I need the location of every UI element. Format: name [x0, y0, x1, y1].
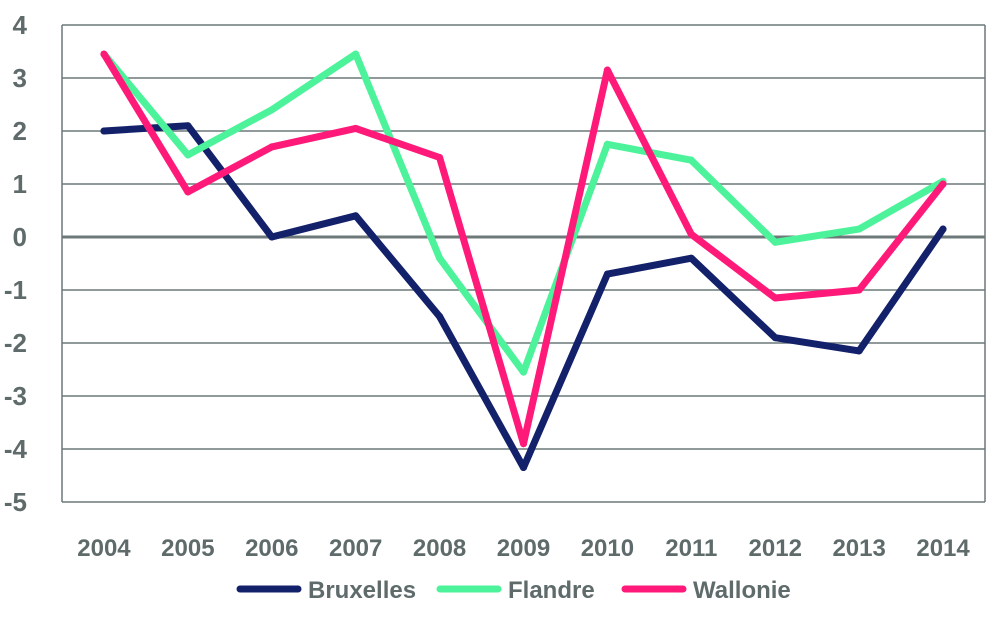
data-point	[352, 124, 360, 132]
data-point	[436, 154, 444, 161]
y-tick-label: 2	[13, 116, 27, 146]
data-point	[771, 294, 779, 302]
series-bruxelles	[100, 122, 947, 472]
data-point	[436, 254, 444, 262]
data-point	[855, 225, 863, 233]
x-tick-label: 2011	[665, 535, 717, 562]
data-point	[687, 156, 695, 164]
x-axis-ticks: 2004 2005 2006 2007 2008 2009 2010 2011 2012 2013…	[77, 535, 970, 562]
legend: Bruxelles Flandre Wallonie	[236, 577, 791, 604]
x-tick-label: 2008	[413, 535, 466, 562]
y-axis-ticks: 4 3 2 1 0 -1 -2 -3 -4 -5	[4, 10, 28, 517]
data-point	[520, 368, 527, 376]
y-tick-label: 3	[13, 63, 27, 93]
y-tick-label: -5	[4, 487, 27, 517]
data-point	[184, 151, 192, 159]
series-line	[100, 50, 947, 448]
data-point	[687, 230, 695, 238]
data-point	[268, 106, 276, 114]
y-tick-label: -3	[4, 381, 27, 411]
legend-label: Bruxelles	[308, 577, 416, 604]
data-point	[184, 122, 192, 130]
x-tick-label: 2013	[832, 535, 885, 562]
legend-label: Flandre	[508, 577, 595, 604]
series-wallonie	[100, 50, 947, 448]
data-point	[687, 254, 695, 262]
data-point	[771, 334, 779, 342]
data-point	[939, 225, 947, 233]
data-point	[771, 238, 779, 246]
series-flandre	[100, 50, 947, 376]
data-point	[603, 270, 611, 278]
x-tick-label: 2010	[581, 535, 634, 562]
y-tick-label: 1	[13, 169, 27, 199]
data-point	[520, 464, 527, 472]
data-point	[352, 212, 360, 220]
data-point	[520, 440, 527, 448]
data-point	[268, 233, 276, 241]
data-point	[184, 188, 192, 196]
data-point	[436, 313, 444, 320]
y-tick-label: 4	[13, 10, 28, 40]
gridlines	[61, 24, 986, 503]
x-tick-label: 2012	[749, 535, 802, 562]
series-line	[100, 50, 947, 376]
data-point	[100, 127, 108, 135]
y-tick-label: -4	[4, 434, 28, 464]
data-point	[100, 50, 108, 58]
data-point	[855, 286, 863, 294]
x-tick-label: 2005	[161, 535, 214, 562]
y-tick-label: -2	[4, 328, 27, 358]
y-tick-label: -1	[4, 275, 27, 305]
data-point	[939, 180, 947, 188]
series-lines	[100, 50, 947, 472]
data-point	[603, 66, 611, 74]
x-tick-label: 2009	[497, 535, 550, 562]
x-tick-label: 2006	[245, 535, 298, 562]
data-point	[603, 140, 611, 148]
x-tick-label: 2007	[329, 535, 382, 562]
data-point	[855, 347, 863, 355]
legend-label: Wallonie	[693, 577, 791, 604]
y-tick-label: 0	[13, 222, 27, 252]
x-tick-label: 2004	[77, 535, 131, 562]
data-point	[268, 143, 276, 151]
x-tick-label: 2014	[916, 535, 970, 562]
data-point	[352, 50, 360, 58]
